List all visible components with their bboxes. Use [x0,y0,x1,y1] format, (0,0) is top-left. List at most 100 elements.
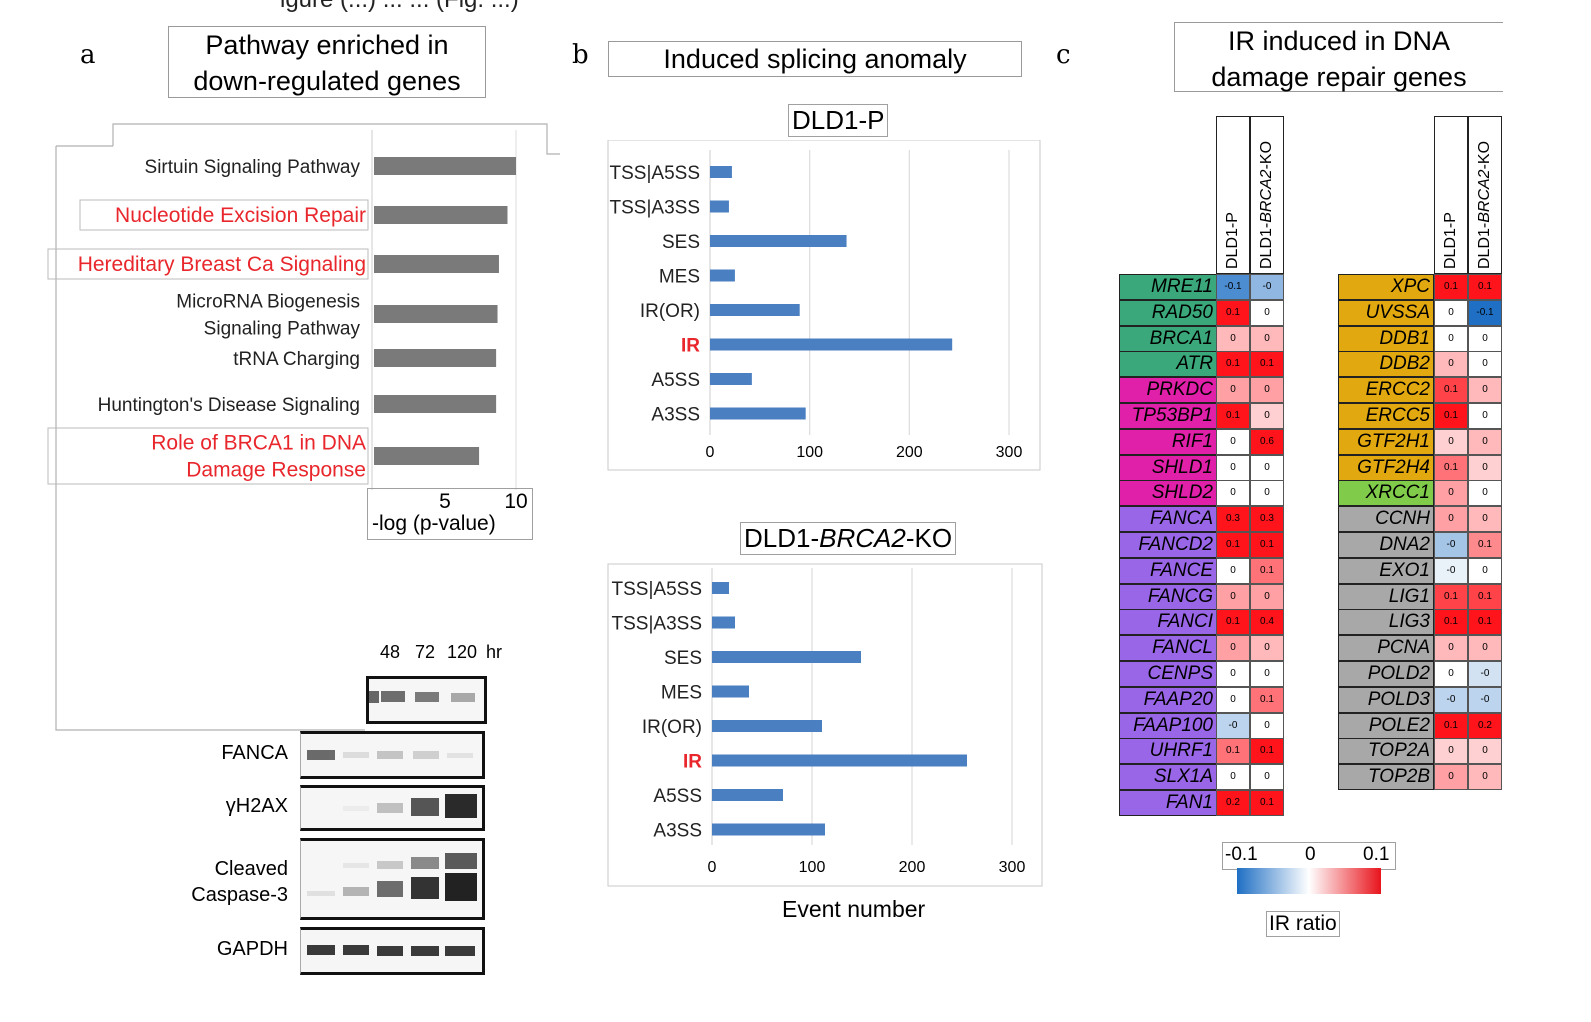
heatmap-column-label: DLD1-BRCA2-KO [1476,140,1493,269]
heatmap-gene-label: FANCD2 [1119,532,1217,558]
wb-time-unit: hr [486,642,503,662]
heatmap-cell: 0 [1250,712,1284,739]
pathway-label: Hereditary Breast Ca Signaling [78,253,366,276]
panel-c-title: IR induced in DNA damage repair genes [1174,22,1503,92]
heatmap-cell: 0.1 [1250,532,1284,558]
heatmap-cell: 0 [1468,738,1502,765]
heatmap-cell: 0 [1468,351,1502,378]
heatmap-gene-label: FANCA [1119,506,1217,533]
wb-label-fanca: FANCA [221,742,288,764]
x-tick-label: 5 [439,490,451,513]
heatmap-cell: 0.1 [1250,738,1284,765]
heatmap-gene-label: BRCA1 [1119,325,1217,352]
chart2-title-pre: DLD1- [744,523,820,553]
heatmap-cell: 0.1 [1216,738,1250,765]
heatmap-gene-label: FANCE [1119,557,1217,584]
heatmap-gene-label: FAAP100 [1119,712,1217,739]
heatmap-gene-label: TP53BP1 [1119,403,1217,429]
wb-blot-gapdh [300,927,485,975]
category-label: A3SS [653,821,702,842]
heatmap-gene-label: UVSSA [1338,299,1434,326]
heatmap-cell: 0.1 [1216,609,1250,636]
heatmap-gene-label: ATR [1119,351,1217,378]
heatmap-cell: 0 [1468,325,1502,352]
heatmap-gene-label: LIG3 [1338,609,1434,636]
x-tick-label: 0 [708,859,717,876]
wb-label-cleaved: Cleaved [214,858,288,880]
heatmap-cell: 0 [1434,480,1468,507]
panel-a-frame [55,123,560,731]
heatmap-cell: 0 [1434,661,1468,687]
heatmap-cell: 0 [1216,583,1250,610]
splicing-bar [710,269,735,282]
heatmap-cell: 0.2 [1468,712,1502,739]
heatmap-cell: 0 [1216,325,1250,352]
panel-b-chart2-title: DLD1-BRCA2-KO [740,522,957,555]
category-label: SES [662,232,700,253]
wb-time-72: 72 [415,642,436,662]
chart2-title-post: -KO [905,523,953,553]
heatmap-column-header: DLD1-BRCA2-KO [1250,116,1284,274]
panel-a-title: Pathway enriched in down-regulated genes [168,26,486,98]
heatmap-cell: 0 [1250,325,1284,352]
heatmap-column-header: DLD1-P [1216,116,1250,274]
heatmap-cell: 0.2 [1216,790,1250,816]
heatmap-cell: 0.4 [1250,609,1284,636]
wb-label-gapdh: GAPDH [216,938,288,960]
heatmap-gene-label: FAAP20 [1119,686,1217,713]
heatmap-gene-label: EXO1 [1338,557,1434,584]
splicing-bar [710,200,729,213]
heatmap-cell: 0 [1250,480,1284,507]
wb-time-120: 120 [447,642,478,662]
heatmap-cell: -0 [1468,661,1502,687]
heatmap-cell: 0.1 [1434,454,1468,481]
heatmap-cell: 0 [1216,661,1250,687]
heatmap-cell: 0.3 [1216,506,1250,533]
splicing-bar [710,235,847,247]
category-label: TSS|A5SS [610,163,700,184]
pathway-label: tRNA Charging [233,349,360,370]
highlight-box [79,199,369,231]
heatmap-cell: 0 [1468,454,1502,481]
heatmap-gene-label: FAN1 [1119,790,1217,816]
category-label: A5SS [653,786,702,807]
heatmap-cell: 0 [1434,764,1468,791]
heatmap-legend-labels: -0.1 0 0.1 [1222,842,1396,870]
wb-blot-top [366,676,487,724]
heatmap-gene-label: POLE2 [1338,712,1434,739]
heatmap-cell: 0 [1250,635,1284,662]
category-label: IR(OR) [642,717,702,738]
heatmap-gene-label: DDB2 [1338,351,1434,378]
heatmap-cell: -0 [1434,532,1468,558]
heatmap-cell: 0.1 [1434,377,1468,404]
heatmap-gene-label: MRE11 [1119,274,1217,300]
pathway-label: Damage Response [186,459,366,482]
legend-mid: 0 [1305,844,1316,865]
panel-b-xlabel: Event number [782,896,926,922]
splicing-bar [710,338,953,351]
figure-caption-fragment: igure (...) ... ... (Fig. ...) [280,0,519,14]
heatmap-cell: 0 [1216,428,1250,455]
panel-c-title-line2: damage repair genes [1211,62,1467,92]
heatmap-cell: 0.1 [1216,532,1250,558]
heatmap-cell: 0 [1250,377,1284,404]
heatmap-cell: 0.1 [1468,274,1502,300]
heatmap-cell: 0 [1468,557,1502,584]
heatmap-cell: 0 [1250,764,1284,791]
splicing-bar-chart-parental: TSS|A5SS TSS|A3SS SES MES IR(OR) IR A5SS A3SS 0 1… [607,140,1041,471]
heatmap-gene-label: ERCC2 [1338,377,1434,404]
heatmap-cell: 0 [1468,480,1502,507]
panel-a-letter: a [80,40,96,70]
splicing-bar [712,616,735,629]
heatmap-cell: 0.1 [1216,403,1250,429]
heatmap-cell: 0.1 [1434,583,1468,610]
pathway-bar-chart: Sirtuin Signaling Pathway Nucleotide Exci… [47,130,528,513]
heatmap-cell: 0 [1468,377,1502,404]
heatmap-cell: 0.1 [1468,532,1502,558]
pathway-label: Role of BRCA1 in DNA [151,432,366,455]
heatmap-legend-gradient [1237,868,1381,894]
heatmap-cell: 0 [1434,428,1468,455]
x-tick-label: 300 [999,859,1026,876]
wb-blot-gh2ax [300,785,485,831]
panel-c-title-line1: IR induced in DNA [1227,26,1451,56]
